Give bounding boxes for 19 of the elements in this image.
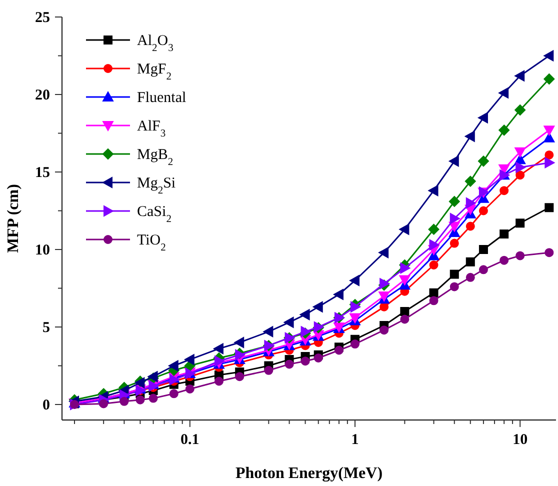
- y-tick-label: 15: [35, 165, 50, 181]
- y-axis-title: MFP (cm): [5, 184, 22, 253]
- y-tick-label: 5: [42, 320, 50, 336]
- x-axis-title: Photon Energy(MeV): [235, 465, 383, 482]
- x-tick-label: 10: [512, 432, 528, 448]
- legend-label: Mg$_{2}$Si: [137, 176, 176, 196]
- legend-label: MgB$_{2}$: [137, 147, 174, 168]
- legend-label: AlF$_{3}$: [137, 118, 166, 139]
- legend-label: MgF$_{2}$: [137, 62, 172, 82]
- x-tick-label: 0.1: [180, 432, 200, 448]
- y-tick-label: 25: [35, 10, 50, 26]
- y-tick-label: 0: [42, 398, 50, 414]
- legend-label: Al$_{2}$O$_{3}$: [137, 33, 174, 54]
- y-tick-label: 20: [35, 88, 50, 104]
- legend-label: TiO$_{2}$: [137, 232, 166, 253]
- legend-label: Fluental: [137, 90, 186, 106]
- y-tick-label: 10: [35, 242, 50, 258]
- legend-label: CaSi$_{2}$: [137, 204, 172, 224]
- x-tick-label: 1: [351, 432, 359, 448]
